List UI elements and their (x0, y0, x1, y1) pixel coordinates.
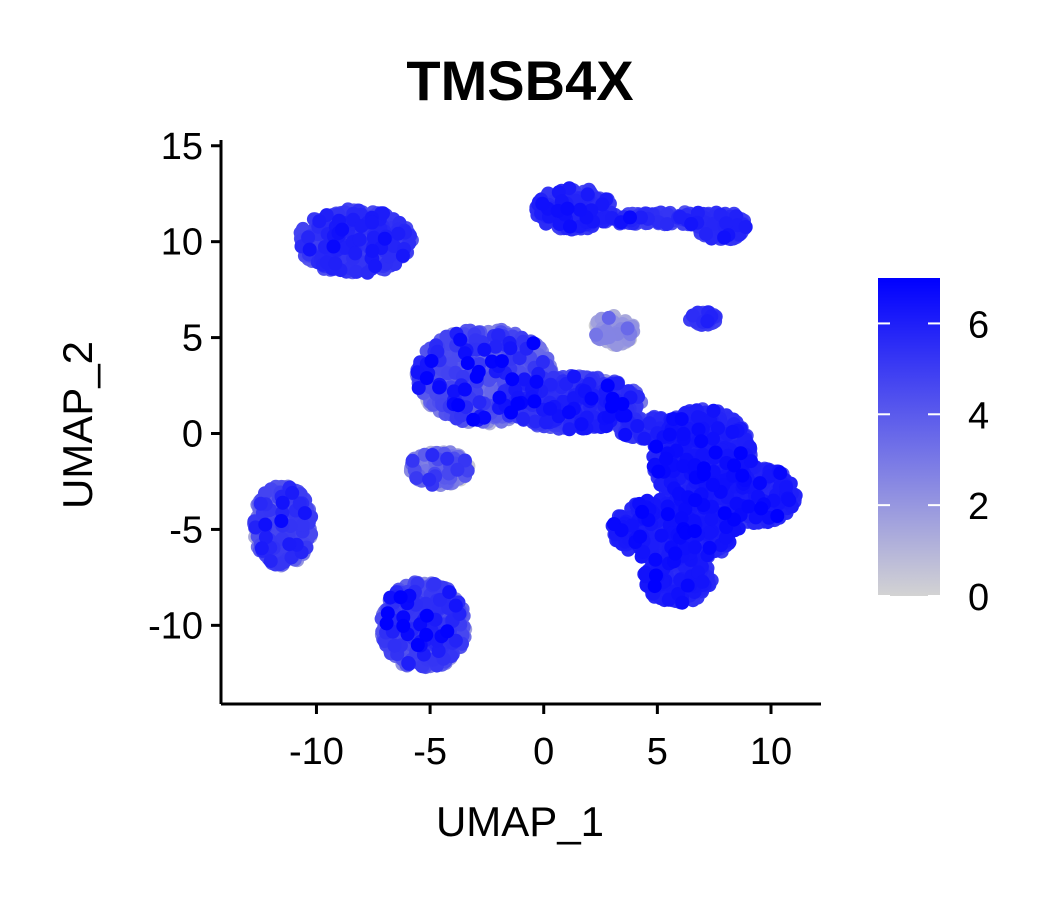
scatter-point (642, 416, 657, 431)
scatter-point (312, 214, 327, 229)
scatter-point (258, 486, 272, 501)
scatter-point (301, 230, 316, 245)
scatter-point (352, 232, 367, 247)
scatter-point (673, 209, 688, 224)
scatter-point (602, 330, 617, 345)
scatter-point (366, 230, 381, 245)
scatter-point (282, 537, 297, 552)
scatter-point (263, 554, 278, 569)
scatter-point (738, 220, 753, 234)
scatter-point (562, 422, 577, 437)
scatter-point (448, 633, 463, 648)
scatter-point (589, 327, 604, 342)
scatter-point (391, 226, 406, 241)
scatter-point (432, 592, 447, 607)
scatter-point (535, 355, 550, 369)
scatter-point (422, 472, 437, 487)
scatter-point (376, 206, 390, 221)
scatter-point (354, 219, 369, 234)
scatter-point (365, 215, 380, 230)
scatter-point (285, 485, 300, 500)
scatter-point (440, 451, 455, 466)
scatter-point (700, 314, 715, 329)
scatter-point (431, 644, 446, 658)
scatter-point (457, 453, 472, 468)
scatter-point (425, 448, 440, 462)
scatter-point (348, 246, 363, 261)
scatter-point (295, 518, 310, 532)
scatter-points (247, 181, 803, 675)
scatter-point (450, 462, 465, 477)
scatter-point (516, 411, 531, 426)
scatter-point (601, 310, 616, 325)
scatter-point (401, 656, 416, 670)
scatter-point (620, 321, 635, 336)
scatter-point (653, 477, 668, 492)
scatter-point (633, 210, 648, 225)
scatter-point (491, 328, 506, 343)
scatter-point (405, 453, 420, 468)
scatter-point (562, 181, 577, 196)
scatter-point (427, 577, 442, 591)
scatter-point (538, 415, 553, 430)
scatter-point (258, 530, 273, 545)
scatter-point (685, 308, 700, 323)
scatter-point (719, 216, 734, 231)
scatter-point (528, 414, 543, 429)
scatter-point (254, 541, 269, 556)
scatter-point (488, 339, 503, 354)
scatter-point (387, 638, 402, 653)
scatter-point (349, 264, 364, 279)
scatter-point (580, 187, 595, 202)
scatter-point (253, 496, 268, 511)
scatter-point (409, 471, 424, 486)
chart-title: TMSB4X (406, 49, 633, 112)
scatter-point (328, 256, 343, 271)
scatter-point (472, 395, 487, 410)
scatter-point (660, 217, 675, 232)
scatter-point (699, 227, 713, 242)
